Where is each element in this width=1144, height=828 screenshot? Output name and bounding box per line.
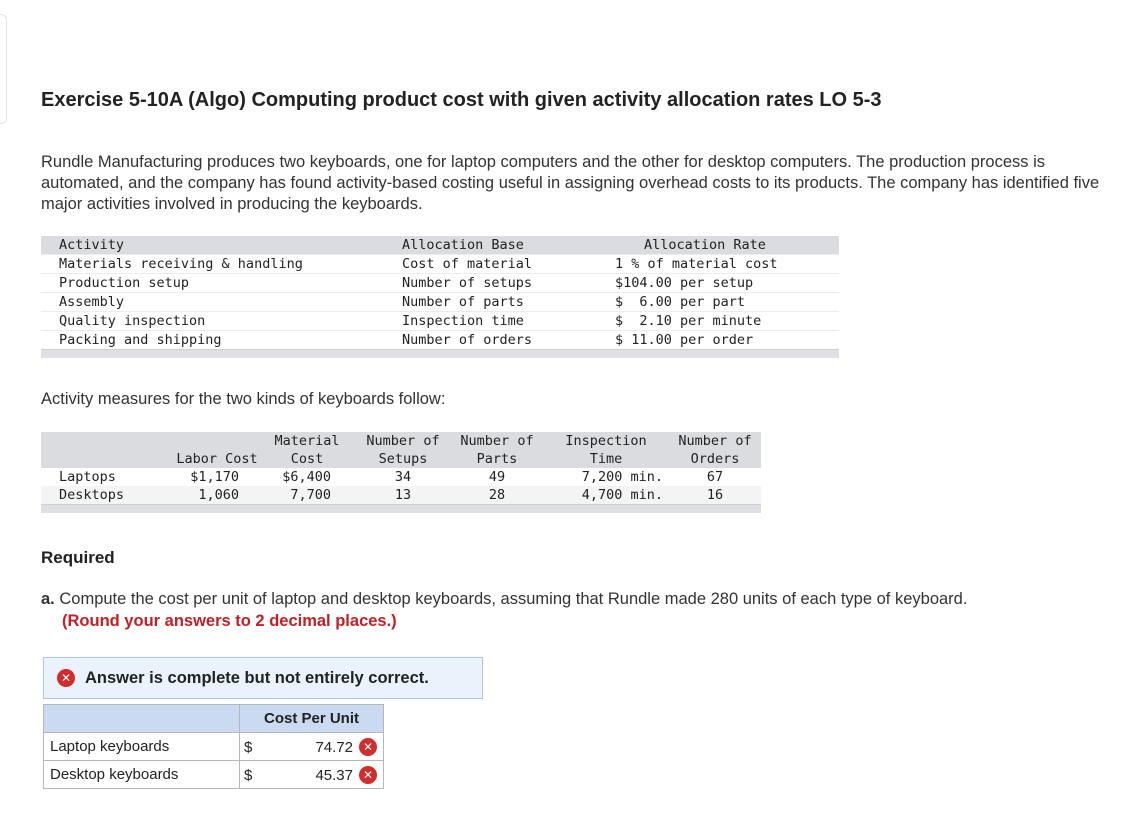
measures-row-desktops: Desktops 1,060 7,700 13 28 4,700 min. 16 — [41, 486, 761, 504]
activity-name: Production setup — [59, 275, 190, 291]
activity-rate: $ 6.00 per part — [615, 294, 746, 310]
header-labor-cost: Labor Cost — [176, 451, 258, 467]
requirement-text: Compute the cost per unit of laptop and … — [59, 590, 968, 608]
activity-base: Inspection time — [402, 313, 524, 329]
header-material-line2: Cost — [290, 451, 324, 467]
activity-row: Quality inspection Inspection time $ 2.1… — [41, 311, 839, 330]
header-activity: Activity — [59, 237, 125, 253]
activity-rate: 1 % of material cost — [615, 256, 778, 272]
measures-table-header: Labor Cost Material Cost Number of Setup… — [41, 432, 761, 468]
header-parts-line1: Number of — [460, 433, 534, 449]
header-orders-line1: Number of — [678, 433, 752, 449]
activity-name: Materials receiving & handling — [59, 256, 303, 272]
activity-row: Assembly Number of parts $ 6.00 per part — [41, 292, 839, 311]
activity-base: Number of parts — [402, 294, 524, 310]
header-setups-line2: Setups — [378, 451, 428, 467]
activity-base: Cost of material — [402, 256, 533, 272]
currency-sign: $ — [244, 739, 253, 756]
labor-cost: $1,170 — [190, 469, 239, 485]
activity-name: Packing and shipping — [59, 332, 222, 348]
header-inspection-line1: Inspection — [565, 433, 647, 449]
required-heading: Required — [41, 548, 115, 567]
activity-rate: $ 11.00 per order — [615, 332, 754, 348]
parts: 49 — [488, 469, 506, 485]
header-allocation-base: Allocation Base — [402, 237, 524, 253]
measures-row-laptops: Laptops $1,170 $6,400 34 49 7,200 min. 6… — [41, 468, 761, 486]
currency-sign: $ — [244, 767, 253, 784]
material-cost: 7,700 — [290, 487, 331, 503]
parts: 28 — [488, 487, 506, 503]
feedback-banner: ✕ Answer is complete but not entirely co… — [43, 657, 483, 699]
inspection-time: 4,700 min. — [581, 487, 663, 503]
header-setups-line1: Number of — [366, 433, 440, 449]
answer-row-laptop: Laptop keyboards $ 74.72 ✕ — [43, 732, 384, 761]
inspection-time: 7,200 min. — [581, 469, 663, 485]
product-name: Laptops — [59, 469, 116, 485]
activity-name: Quality inspection — [59, 313, 206, 329]
requirement-letter: a. — [41, 590, 55, 608]
header-inspection-line2: Time — [589, 451, 623, 467]
activity-rate-table: Activity Allocation Base Allocation Rate… — [41, 236, 839, 358]
activity-row: Materials receiving & handling Cost of m… — [41, 254, 839, 273]
activity-row: Production setup Number of setups $104.0… — [41, 273, 839, 292]
setups: 34 — [394, 469, 412, 485]
feedback-text: Answer is complete but not entirely corr… — [85, 668, 429, 687]
answer-table-header: Cost Per Unit — [43, 704, 384, 733]
activity-rate: $ 2.10 per minute — [615, 313, 762, 329]
header-parts-line2: Parts — [476, 451, 518, 467]
measures-table-footer — [41, 504, 761, 513]
incorrect-x-icon: ✕ — [359, 766, 377, 784]
orders: 67 — [706, 469, 724, 485]
activity-measures-table: Labor Cost Material Cost Number of Setup… — [41, 432, 761, 513]
setups: 13 — [394, 487, 412, 503]
answer-cell-desktop[interactable]: $ 45.37 ✕ — [239, 760, 384, 789]
labor-cost: 1,060 — [198, 487, 239, 503]
header-blank — [43, 704, 240, 733]
answer-input-desktop[interactable]: 45.37 — [315, 767, 353, 784]
header-allocation-rate: Allocation Rate — [644, 237, 766, 253]
activity-rate: $104.00 per setup — [615, 275, 754, 291]
answer-label: Desktop keyboards — [43, 760, 240, 789]
header-material-line1: Material — [274, 433, 340, 449]
activity-row: Packing and shipping Number of orders $ … — [41, 330, 839, 349]
x-circle-icon: ✕ — [57, 669, 75, 687]
material-cost: $6,400 — [282, 469, 331, 485]
answer-row-desktop: Desktop keyboards $ 45.37 ✕ — [43, 760, 384, 789]
activity-table-footer — [41, 349, 839, 358]
answer-table: Cost Per Unit Laptop keyboards $ 74.72 ✕… — [43, 704, 384, 789]
activity-base: Number of setups — [402, 275, 533, 291]
left-panel-edge — [0, 14, 7, 124]
rounding-note: (Round your answers to 2 decimal places.… — [62, 612, 397, 630]
header-orders-line2: Orders — [690, 451, 740, 467]
measures-label: Activity measures for the two kinds of k… — [41, 390, 446, 408]
answer-input-laptop[interactable]: 74.72 — [315, 739, 353, 756]
activity-base: Number of orders — [402, 332, 533, 348]
incorrect-x-icon: ✕ — [359, 738, 377, 756]
answer-cell-laptop[interactable]: $ 74.72 ✕ — [239, 732, 384, 761]
activity-table-header: Activity Allocation Base Allocation Rate — [41, 236, 839, 254]
orders: 16 — [706, 487, 724, 503]
activity-name: Assembly — [59, 294, 125, 310]
requirement-a: a. Compute the cost per unit of laptop a… — [41, 590, 967, 609]
problem-intro: Rundle Manufacturing produces two keyboa… — [41, 153, 1100, 213]
exercise-title: Exercise 5-10A (Algo) Computing product … — [41, 89, 882, 111]
product-name: Desktops — [59, 487, 125, 503]
answer-label: Laptop keyboards — [43, 732, 240, 761]
header-cost-per-unit: Cost Per Unit — [239, 704, 384, 733]
